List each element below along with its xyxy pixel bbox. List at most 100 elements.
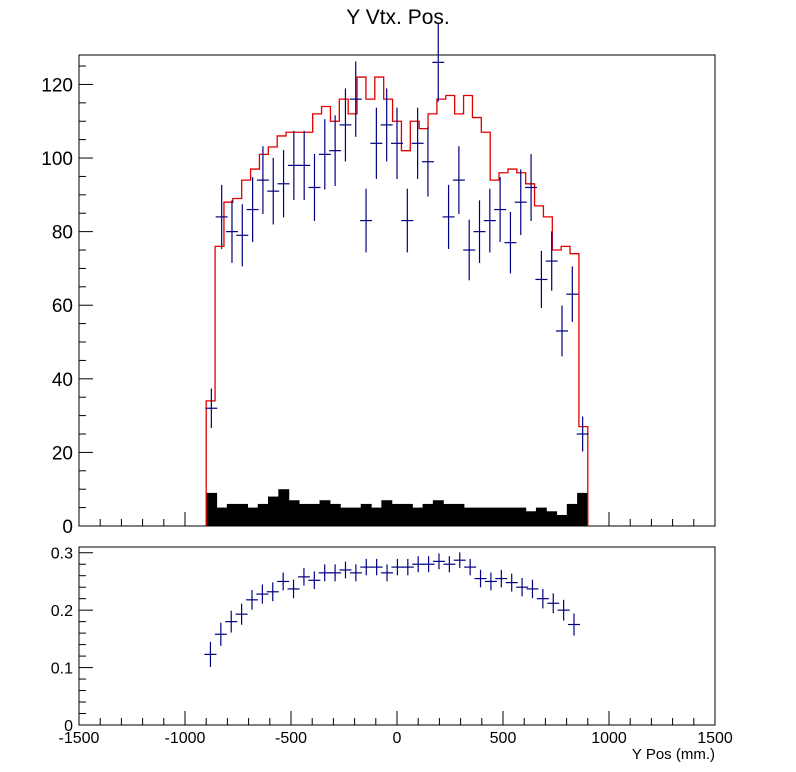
filled-bar (412, 507, 424, 526)
top-error-point (514, 169, 527, 235)
top-error-point (566, 266, 579, 322)
top-error-point (298, 130, 311, 200)
top-error-point (576, 416, 589, 452)
bottom-error-point (339, 561, 352, 579)
bottom-error-point (401, 558, 414, 576)
top-plot-filled-histogram (206, 489, 589, 526)
filled-bar (484, 507, 496, 526)
top-error-point (215, 184, 228, 249)
top-plot-error-points (205, 23, 589, 452)
filled-bar (494, 507, 506, 526)
top-error-point (452, 146, 465, 215)
bottom-error-point (536, 588, 549, 609)
top-error-point (339, 88, 352, 162)
top-ytick-label: 0 (62, 517, 73, 538)
filled-bar (453, 503, 465, 526)
top-error-point (504, 211, 517, 274)
top-ytick-label: 40 (52, 370, 73, 391)
top-error-point (287, 130, 300, 200)
filled-bar (371, 507, 382, 526)
top-error-point (267, 157, 280, 225)
bottom-error-point (422, 556, 435, 573)
bottom-error-point (495, 569, 508, 588)
top-error-point (432, 23, 445, 102)
top-ytick-label: 60 (52, 296, 73, 317)
bottom-error-point (443, 556, 456, 573)
top-error-point (370, 107, 383, 179)
filled-bar (391, 503, 403, 526)
bottom-ytick-label: 0 (64, 718, 73, 735)
bottom-error-point (329, 564, 342, 582)
bottom-error-point (245, 590, 258, 610)
top-error-point (329, 115, 342, 186)
filled-bar (474, 507, 485, 526)
bottom-ytick-label: 0.2 (51, 603, 73, 620)
top-ytick-label: 100 (41, 149, 73, 170)
top-error-point (308, 153, 321, 221)
filled-bar (206, 492, 218, 526)
top-ytick-label: 80 (52, 223, 73, 244)
top-error-point (494, 177, 507, 242)
bottom-plot-ticks (78, 552, 716, 726)
bottom-xtick-label: -500 (275, 730, 307, 747)
top-plot-step-histogram (205, 76, 589, 526)
top-error-point (380, 88, 393, 162)
filled-bar (298, 503, 310, 526)
bottom-error-point (547, 593, 560, 614)
filled-bar (350, 507, 362, 526)
top-ytick-label: 20 (52, 443, 73, 464)
bottom-error-point (266, 582, 279, 602)
bottom-xtick-label: 1500 (697, 730, 733, 747)
top-ytick-label: 120 (41, 75, 73, 96)
filled-bar (443, 503, 455, 526)
bottom-error-point (349, 564, 362, 582)
filled-bar (515, 507, 527, 526)
bottom-ytick-label: 0.3 (51, 546, 73, 563)
bottom-error-point (453, 552, 466, 569)
top-error-point (391, 107, 403, 179)
bottom-error-point (235, 603, 248, 625)
bottom-error-point (204, 641, 217, 667)
bottom-plot-ytick-labels: 0 0.1 0.2 0.3 (51, 546, 73, 735)
bottom-xtick-label: 0 (393, 730, 402, 747)
filled-bar (463, 507, 475, 526)
bottom-error-point (297, 568, 310, 586)
top-error-point (236, 204, 249, 267)
filled-bar (566, 503, 578, 526)
filled-bar (381, 500, 393, 526)
top-plot-ytick-labels: 0 20 40 60 80 100 120 (41, 75, 73, 538)
filled-bar (237, 503, 249, 526)
top-error-point (556, 305, 569, 357)
bottom-error-point (474, 569, 487, 588)
x-axis-label: Y Pos (mm.) (632, 746, 715, 763)
top-error-point (277, 150, 290, 218)
filled-bar (401, 503, 413, 526)
bottom-error-point (412, 556, 425, 573)
filled-bar (319, 500, 331, 526)
bottom-error-point (516, 578, 529, 597)
top-error-point (535, 250, 548, 309)
bottom-error-point (318, 564, 331, 582)
top-error-point (421, 126, 434, 197)
filled-bar (226, 503, 238, 526)
filled-bar (329, 503, 341, 526)
bottom-error-point (568, 613, 581, 636)
bottom-error-point (464, 558, 477, 576)
bottom-error-point (484, 572, 497, 591)
filled-bar (360, 503, 372, 526)
filled-bar (504, 507, 516, 526)
top-error-point (473, 200, 486, 263)
top-error-point (246, 177, 259, 242)
bottom-xtick-label: -1000 (165, 730, 206, 747)
top-error-point (256, 146, 269, 215)
top-error-point (411, 107, 424, 179)
bottom-error-point (360, 558, 373, 576)
filled-bar (535, 507, 547, 526)
top-error-point (442, 184, 455, 249)
filled-bar (288, 500, 300, 526)
bottom-error-point (308, 571, 321, 590)
bottom-error-point (214, 622, 227, 646)
filled-bar (257, 503, 269, 526)
filled-bar (432, 500, 444, 526)
bottom-ytick-label: 0.1 (51, 661, 73, 678)
